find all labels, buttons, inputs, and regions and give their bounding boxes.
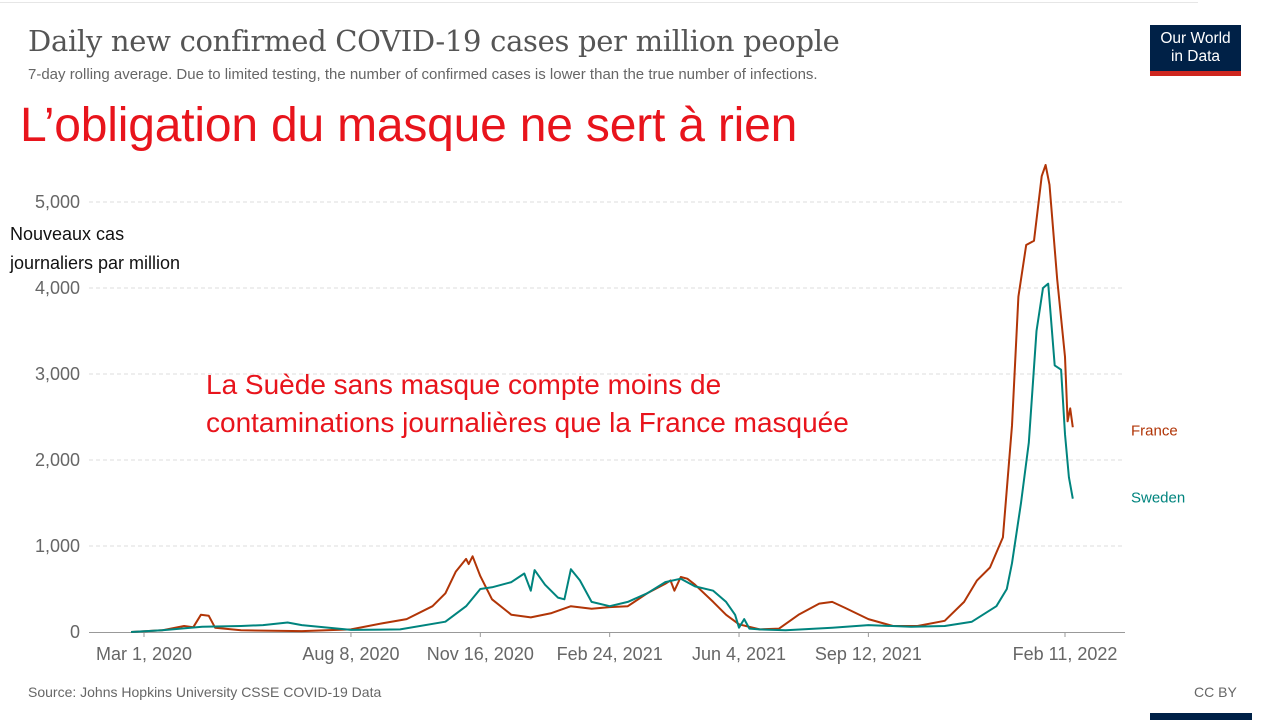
series-label-sweden: Sweden <box>1131 490 1185 507</box>
y-tick-label: 2,000 <box>35 450 80 470</box>
bottom-accent-bar <box>1150 713 1252 720</box>
x-tick-label: Jun 4, 2021 <box>692 644 786 664</box>
series-label-france: France <box>1131 422 1178 439</box>
source-note[interactable]: Source: Johns Hopkins University CSSE CO… <box>28 684 382 700</box>
logo-line-2: in Data <box>1170 48 1221 65</box>
logo-line-1: Our World <box>1160 30 1231 47</box>
y-tick-label: 0 <box>70 622 80 642</box>
y-tick-label: 1,000 <box>35 536 80 556</box>
top-rule <box>0 2 1198 3</box>
x-tick-label: Sep 12, 2021 <box>815 644 922 664</box>
license-link[interactable]: CC BY <box>1194 684 1237 700</box>
x-tick-label: Nov 16, 2020 <box>427 644 534 664</box>
chart-title: Daily new confirmed COVID-19 cases per m… <box>28 24 840 58</box>
owid-logo[interactable]: Our World in Data <box>1150 25 1241 76</box>
overlay-headline: L’obligation du masque ne sert à rien <box>20 99 798 152</box>
annotation-line-2: contaminations journalières que la Franc… <box>206 407 849 438</box>
series-line-sweden <box>131 282 1074 633</box>
x-tick-label: Aug 8, 2020 <box>302 644 399 664</box>
annotation-line-1: La Suède sans masque compte moins de <box>206 369 722 400</box>
chart-subtitle: 7-day rolling average. Due to limited te… <box>28 66 818 83</box>
series-labels: France Sweden <box>1131 422 1185 506</box>
y-axis-label: Nouveaux cas journaliers par million <box>10 220 240 278</box>
grid-lines <box>89 201 1125 547</box>
y-tick-label: 3,000 <box>35 364 80 384</box>
series-lines <box>131 164 1074 633</box>
series-line-france <box>131 164 1074 633</box>
y-tick-label: 5,000 <box>35 192 80 212</box>
x-tick-label: Feb 24, 2021 <box>557 644 663 664</box>
y-tick-label: 4,000 <box>35 278 80 298</box>
y-axis-ticks: 0 1,000 2,000 3,000 4,000 5,000 <box>35 192 80 642</box>
x-axis-ticks: Mar 1, 2020 Aug 8, 2020 Nov 16, 2020 Feb 24… <box>96 632 1117 664</box>
x-tick-label: Feb 11, 2022 <box>1013 644 1118 664</box>
y-axis-label-line-2: journaliers par million <box>10 253 181 273</box>
annotation-text: La Suède sans masque compte moins de con… <box>206 366 849 442</box>
y-axis-label-line-1: Nouveaux cas <box>10 224 125 244</box>
x-tick-label: Mar 1, 2020 <box>96 644 192 664</box>
